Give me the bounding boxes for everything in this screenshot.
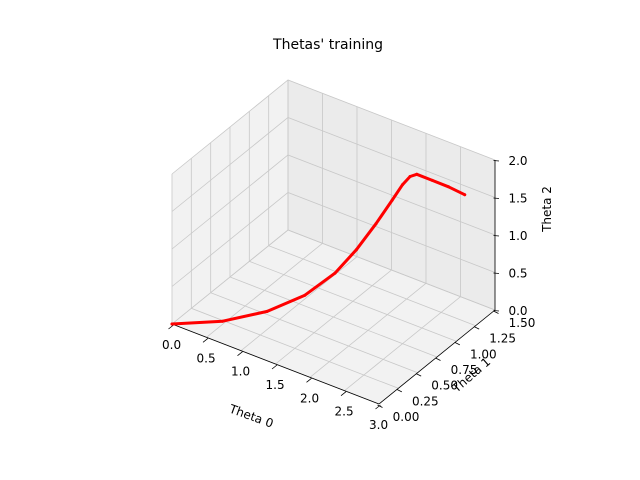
- y-tick-mark: [396, 388, 403, 393]
- z-tick-label: 0.5: [508, 267, 527, 281]
- training-path-point: [408, 175, 412, 178]
- y-tick-mark: [493, 310, 499, 314]
- z-grid-line: [171, 192, 496, 287]
- z-tick-label: 2.0: [508, 154, 527, 168]
- x-tick-mark: [237, 351, 243, 356]
- axis-ticks: 0.0 0.5 1.0 1.5 2.0 2.5 3.0 0.00 0.250.50 0.75 1.0…: [162, 154, 535, 432]
- y-axis-line: [378, 309, 496, 405]
- z-grid-line: [171, 79, 496, 175]
- x-tick-mark: [202, 338, 209, 343]
- y-tick-label: 1.25: [489, 332, 516, 346]
- z-grid-line: [171, 154, 496, 250]
- y-tick-mark: [473, 326, 480, 330]
- training-path-point: [221, 319, 225, 323]
- x-tick-label: 2.0: [300, 391, 319, 405]
- training-path-point: [170, 322, 174, 326]
- x-tick-mark: [168, 324, 174, 330]
- x-tick-label: 1.5: [266, 378, 285, 392]
- x-tick-label: 1.0: [231, 365, 250, 379]
- y-tick-mark: [454, 341, 461, 346]
- z-tick-label: 0.0: [508, 304, 527, 318]
- y-tick-label: 1.00: [470, 347, 497, 361]
- training-path-point: [447, 185, 450, 189]
- y-tick-label: 0.25: [412, 394, 439, 408]
- x-tick-mark: [340, 391, 347, 396]
- z-tick-label: 1.0: [508, 229, 527, 243]
- z-grid-line: [171, 229, 496, 325]
- y-tick-label: 0.50: [431, 379, 458, 393]
- y-tick-label: 0.00: [393, 410, 420, 424]
- axis-panes: [171, 79, 496, 405]
- y-tick-mark: [435, 357, 441, 361]
- x-tick-label: 3.0: [369, 418, 388, 432]
- training-path-line: [170, 172, 467, 326]
- training-path-point: [374, 222, 378, 226]
- training-path-point: [430, 178, 434, 182]
- training-path-point: [333, 271, 337, 275]
- x-tick-label: 2.5: [335, 405, 354, 419]
- x-tick-mark: [306, 378, 312, 383]
- training-path-point: [354, 248, 358, 252]
- training-path-point: [463, 193, 467, 197]
- training-path-point: [265, 309, 269, 313]
- training-path-point: [303, 293, 307, 297]
- x-tick-mark: [271, 364, 278, 370]
- z-tick-mark: [493, 160, 500, 162]
- z-axis-label: Theta 2: [540, 186, 554, 233]
- x-tick-label: 0.0: [162, 338, 181, 352]
- z-grid-line: [171, 117, 496, 212]
- z-tick-mark: [493, 235, 500, 237]
- axis-lines: [171, 160, 496, 405]
- training-path-point: [415, 172, 419, 176]
- z-tick-mark: [493, 310, 500, 312]
- z-tick-mark: [493, 272, 500, 274]
- x-axis-line: [171, 323, 380, 405]
- chart-title: Thetas' training: [272, 37, 383, 53]
- training-path-point: [390, 198, 394, 202]
- y-tick-mark: [377, 404, 383, 408]
- y-tick-label: 0.75: [451, 363, 478, 377]
- training-path-point: [401, 183, 405, 187]
- x-axis-label: Theta 0: [227, 401, 276, 430]
- x-tick-label: 0.5: [197, 351, 216, 365]
- z-tick-mark: [493, 197, 500, 199]
- z-tick-label: 1.5: [508, 192, 527, 206]
- y-tick-mark: [415, 373, 422, 377]
- y-tick-label: 1.50: [509, 316, 536, 330]
- data-series: [170, 172, 467, 326]
